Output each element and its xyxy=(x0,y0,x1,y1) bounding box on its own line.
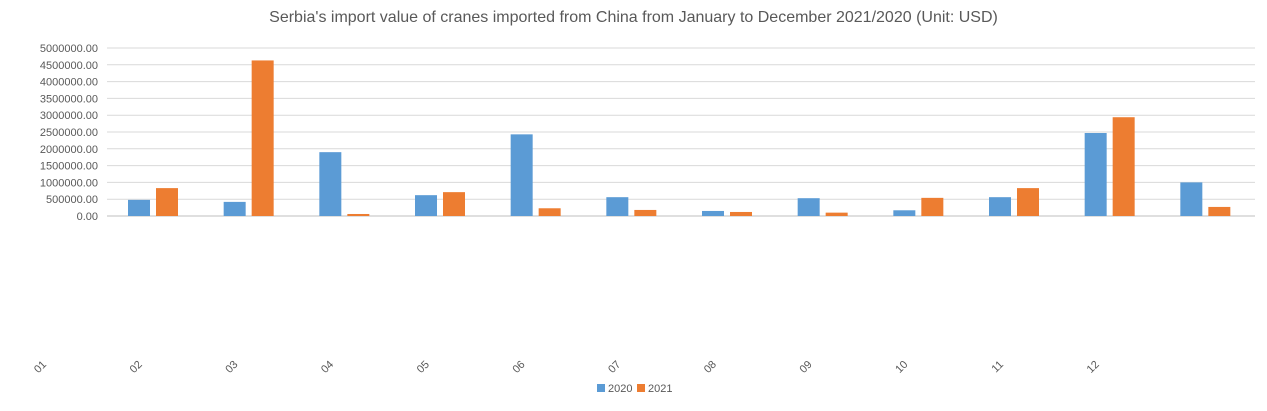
gridlines xyxy=(107,47,1255,217)
x-tick-label: 04 xyxy=(319,359,336,376)
y-tick-label: 1500000.00 xyxy=(40,161,98,173)
bar-2020-09 xyxy=(893,210,916,216)
y-tick-label: 2500000.00 xyxy=(40,127,98,139)
bar-2020-10 xyxy=(989,197,1011,216)
x-tick-label: 11 xyxy=(990,359,1007,376)
bar-2021-02 xyxy=(251,60,274,216)
bar-2021-07 xyxy=(730,211,752,216)
x-tick-label: 07 xyxy=(606,359,623,376)
bar-2021-01 xyxy=(156,188,178,216)
y-tick-label: 1000000.00 xyxy=(40,177,98,189)
x-tick-label: 03 xyxy=(223,359,240,376)
y-tick-label: 4500000.00 xyxy=(40,60,98,72)
y-tick-label: 500000.00 xyxy=(46,194,98,206)
bar-2021-03 xyxy=(347,213,370,216)
bar-2020-01 xyxy=(128,199,150,216)
y-tick-label: 3000000.00 xyxy=(40,110,98,122)
bar-2020-11 xyxy=(1084,133,1107,216)
bar-2020-02 xyxy=(223,201,246,216)
bar-2020-07 xyxy=(702,210,724,216)
legend-swatch-2021 xyxy=(637,384,645,392)
y-tick-label: 5000000.00 xyxy=(40,43,98,55)
x-tick-label: 09 xyxy=(798,359,815,376)
bar-2021-05 xyxy=(538,208,561,216)
x-tick-label: 10 xyxy=(893,359,910,376)
bar-2021-12 xyxy=(1208,206,1231,216)
y-axis-ticks: 0.00 500000.00 1000000.00 1500000.00 2000000… xyxy=(40,43,98,223)
x-tick-label: 08 xyxy=(702,359,719,376)
bar-2021-06 xyxy=(634,209,657,216)
x-tick-label: 05 xyxy=(415,359,432,376)
x-tick-label: 06 xyxy=(510,359,527,376)
y-tick-label: 2000000.00 xyxy=(40,144,98,156)
bar-2020-03 xyxy=(319,152,342,216)
x-axis-ticks: 01 02 03 04 05 06 07 08 09 10 11 12 xyxy=(32,359,1102,376)
bar-2021-04 xyxy=(443,192,465,216)
legend: 2020 2021 xyxy=(597,383,672,395)
x-tick-label: 02 xyxy=(128,359,145,376)
legend-swatch-2020 xyxy=(597,384,605,392)
bar-2020-12 xyxy=(1180,182,1203,216)
bars xyxy=(128,60,1231,216)
bar-2021-08 xyxy=(825,212,848,216)
y-tick-label: 4000000.00 xyxy=(40,77,98,89)
chart-title: Serbia's import value of cranes imported… xyxy=(269,9,998,26)
x-tick-label: 01 xyxy=(32,359,49,376)
bar-2020-08 xyxy=(797,198,820,216)
bar-2020-06 xyxy=(606,197,629,216)
bar-2021-09 xyxy=(921,197,944,216)
bar-2020-05 xyxy=(510,134,533,216)
bar-2020-04 xyxy=(415,195,437,216)
bar-2021-11 xyxy=(1112,117,1135,216)
y-tick-label: 0.00 xyxy=(77,211,98,223)
legend-label-2021: 2021 xyxy=(648,383,672,395)
legend-label-2020: 2020 xyxy=(608,383,632,395)
x-tick-label: 12 xyxy=(1085,359,1102,376)
bar-2021-10 xyxy=(1017,188,1039,216)
y-tick-label: 3500000.00 xyxy=(40,93,98,105)
